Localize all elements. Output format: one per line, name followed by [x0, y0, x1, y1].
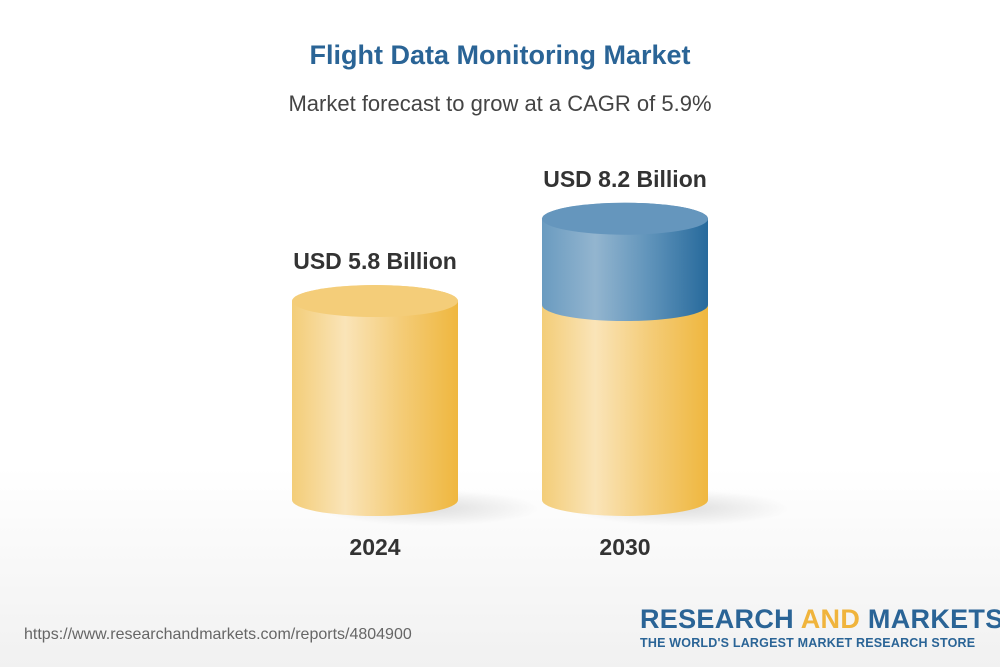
- chart-subtitle: Market forecast to grow at a CAGR of 5.9…: [288, 91, 712, 116]
- cylinder-top-2030: [542, 202, 708, 235]
- chart-title: Flight Data Monitoring Market: [309, 40, 691, 70]
- logo-word-and: AND: [800, 604, 861, 634]
- cylinder-body-2024: [292, 285, 458, 516]
- logo-word-research: RESEARCH: [640, 604, 801, 634]
- cylinder-top-2024: [292, 285, 458, 318]
- logo-word-markets: MARKETS: [860, 604, 1000, 634]
- category-label-2024: 2024: [349, 534, 400, 560]
- data-label-2030: USD 8.2 Billion: [543, 166, 707, 192]
- category-label-2030: 2030: [599, 534, 650, 560]
- logo-tagline: THE WORLD'S LARGEST MARKET RESEARCH STOR…: [640, 636, 976, 650]
- research-and-markets-logo: RESEARCH AND MARKETS THE WORLD'S LARGEST…: [640, 604, 1000, 650]
- data-label-2024: USD 5.8 Billion: [293, 248, 457, 274]
- cylinder-base-segment-2030: [542, 289, 708, 516]
- report-url[interactable]: https://www.researchandmarkets.com/repor…: [24, 626, 412, 643]
